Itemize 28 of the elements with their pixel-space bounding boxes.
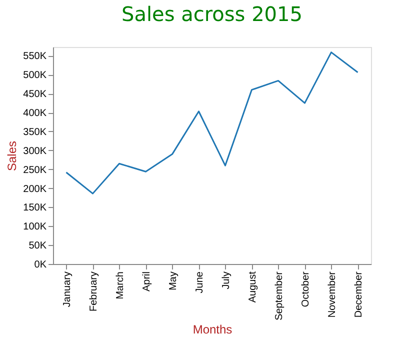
y-tick-label: 150K [23,202,47,214]
y-axis-title: Sales [5,140,20,172]
x-tick-label: November [326,270,338,318]
y-tick-label: 200K [23,184,47,195]
y-tick-label: 400K [23,108,47,120]
y-tick-label: 300K [23,146,47,157]
y-tick-label: 0K [34,260,47,270]
x-tick-label: January [62,272,73,308]
x-tick-label: March [114,272,126,300]
line-series [66,52,358,194]
x-axis-title: Months [192,322,232,336]
x-tick-label: August [247,271,258,303]
y-tick-label: 50K [28,240,47,252]
x-tick-label: September [274,270,285,320]
x-tick-label: February [88,272,100,312]
y-tick-label: 350K [23,126,47,138]
y-tick-label: 250K [23,164,47,176]
x-tick-label: December [353,270,364,318]
x-tick-label: October [300,270,312,308]
x-tick-label: May [168,272,179,290]
y-tick-label: 100K [23,222,47,233]
x-tick-label: April [141,272,152,292]
y-tick-label: 450K [23,89,47,100]
y-tick-label: 550K [23,51,47,62]
x-tick-label: July [220,272,232,290]
x-tick-label: June [194,271,206,294]
y-tick-label: 500K [23,70,47,82]
chart-title: Sales across 2015 [122,2,302,26]
